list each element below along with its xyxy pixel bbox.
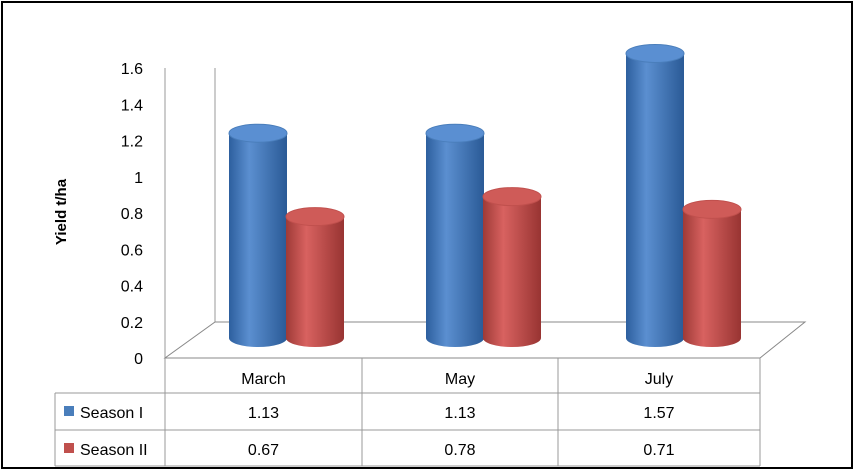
bar-season-ii-july [682,199,742,347]
y-tick-label: 0 [134,351,143,368]
y-tick-label: 0.8 [121,206,143,223]
bar-top [228,123,288,143]
bar-season-i-july [625,43,685,347]
category-label: May [445,371,475,388]
y-tick-label: 1.6 [121,61,143,78]
bar-top [425,123,485,143]
y-tick-label: 1.2 [121,134,143,151]
y-tick-label: 0.2 [121,315,143,332]
bar-body [626,53,684,347]
category-label: July [645,371,673,388]
y-axis-label: Yield t/ha [53,178,70,245]
bar-top [682,199,742,219]
legend-label: Season I [80,405,143,422]
bar-season-ii-may [482,187,542,347]
bar-body [286,216,344,347]
y-tick-label: 1.4 [121,97,143,114]
bar-top [482,187,542,207]
bar-top [625,43,685,63]
table-cell: 0.71 [643,442,674,459]
table-cell: 1.13 [444,405,475,422]
bar-season-ii-march [285,207,345,347]
legend-swatch [64,406,74,416]
bar-season-i-march [228,123,288,347]
table-cell: 0.78 [444,442,475,459]
table-cell: 1.57 [643,405,674,422]
legend-label: Season II [80,442,148,459]
bar-body [683,209,741,347]
bar-body [426,133,484,347]
table-cell: 1.13 [248,405,279,422]
bar-body [483,196,541,347]
legend-swatch [64,443,74,453]
y-tick-label: 0.4 [121,279,143,296]
bar-body [229,133,287,347]
table-cell: 0.67 [248,442,279,459]
y-tick-label: 1 [134,170,143,187]
bar-season-i-may [425,123,485,347]
bar-top [285,207,345,227]
category-label: March [241,371,285,388]
y-tick-label: 0.6 [121,242,143,259]
